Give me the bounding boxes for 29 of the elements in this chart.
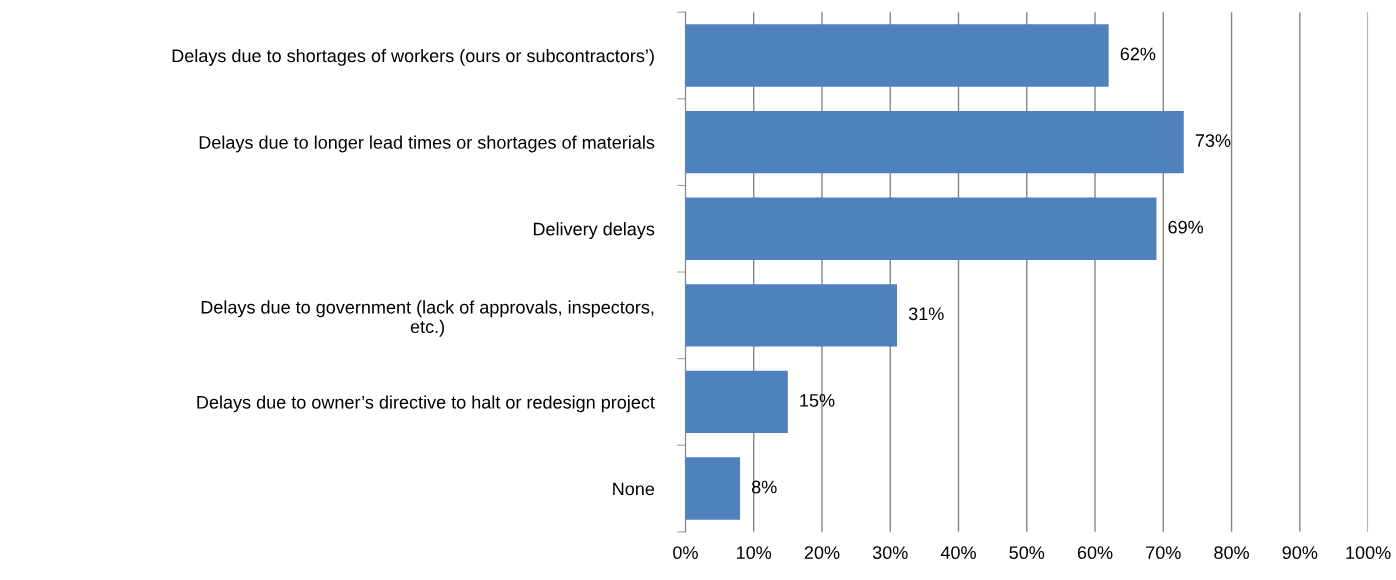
x-tick-label: 60%: [1077, 546, 1113, 560]
bar: [685, 284, 898, 347]
data-label: 73%: [1195, 134, 1231, 147]
y-tick-label: Delays due to government (lack of approvals, inspectors, etc.): [201, 300, 654, 337]
x-tick-label: 30%: [872, 546, 908, 560]
x-tick-label: 0%: [673, 546, 698, 560]
data-label: 31%: [908, 307, 944, 321]
bar: [685, 370, 788, 434]
x-tick-label: 80%: [1214, 546, 1249, 560]
bar: [685, 197, 1157, 260]
x-tick-label: 40%: [940, 546, 976, 560]
data-label: 8%: [751, 480, 777, 494]
x-tick-label: 70%: [1146, 546, 1181, 560]
bar: [685, 457, 741, 520]
bar: [685, 110, 1184, 174]
bar: [685, 24, 1109, 87]
x-tick-label: 50%: [1009, 546, 1045, 560]
data-label: 62%: [1120, 47, 1156, 61]
y-tick-label: Delays due to shortages of workers (ours or subcontractors’): [172, 48, 654, 66]
x-tick-label: 20%: [804, 546, 840, 560]
y-tick-label: Delays due to longer lead times or shortages of materials: [199, 135, 655, 153]
y-tick-label: Delivery delays: [533, 222, 655, 239]
y-tick-label: None: [613, 482, 655, 496]
data-label: 15%: [800, 394, 835, 407]
x-tick-label: 10%: [737, 546, 772, 560]
y-tick-label: Delays due to owner’s directive to halt or redesign project: [197, 395, 655, 413]
x-tick-label: 90%: [1282, 546, 1318, 560]
data-label: 69%: [1168, 220, 1204, 234]
x-tick-label: 100%: [1346, 546, 1391, 560]
